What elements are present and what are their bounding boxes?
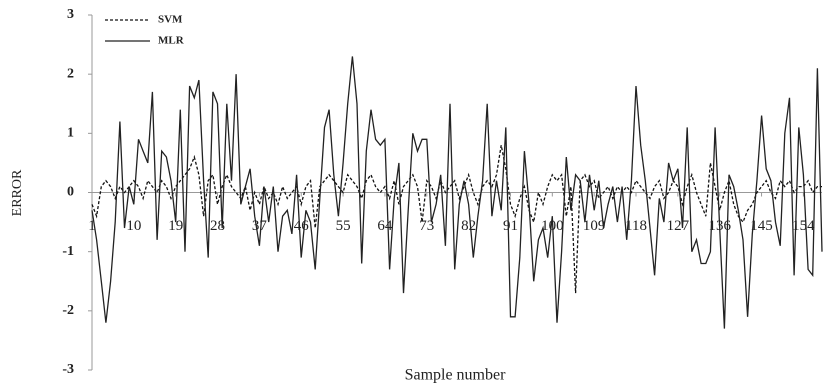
legend-label: MLR [158, 35, 185, 47]
y-tick-label: -3 [62, 362, 74, 377]
x-tick-label: 1 [88, 218, 96, 234]
x-tick-label: 64 [377, 218, 393, 234]
legend-label: SVM [158, 14, 183, 26]
y-tick-label: -2 [62, 303, 74, 318]
x-tick-label: 46 [294, 218, 310, 234]
x-tick-label: 28 [210, 218, 225, 234]
x-tick-label: 154 [792, 218, 815, 234]
series-line [91, 145, 822, 294]
x-tick-label: 37 [252, 218, 268, 234]
x-tick-label: 10 [126, 218, 141, 234]
y-tick-label: 1 [67, 126, 74, 141]
x-tick-label: 109 [583, 218, 606, 234]
x-tick-label: 118 [625, 218, 647, 234]
x-tick-label: 127 [667, 218, 690, 234]
x-tick-label: 145 [750, 218, 773, 234]
x-tick-label: 55 [336, 218, 351, 234]
y-tick-label: 3 [67, 7, 74, 22]
x-tick-label: 82 [461, 218, 476, 234]
y-tick-label: 2 [67, 66, 74, 81]
series-line [91, 56, 823, 329]
y-tick-label: -1 [62, 244, 74, 259]
x-tick-label: 73 [419, 218, 434, 234]
x-axis-label: Sample number [405, 367, 507, 384]
y-axis-label: ERROR [10, 169, 25, 216]
x-tick-label: 19 [168, 218, 183, 234]
y-tick-label: 0 [67, 185, 74, 200]
x-tick-label: 91 [503, 218, 518, 234]
